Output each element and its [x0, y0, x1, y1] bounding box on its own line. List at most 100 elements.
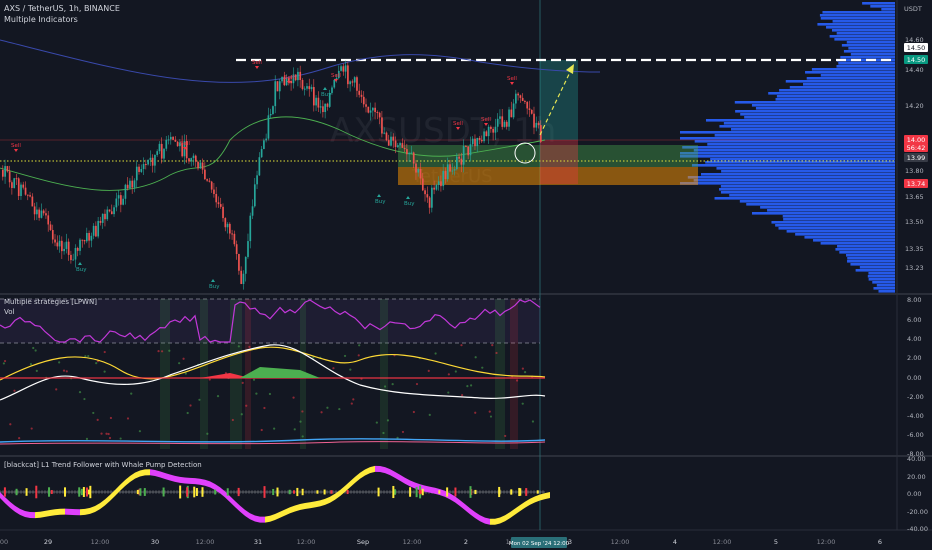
whale-bar [35, 485, 38, 499]
price-tick: 13.65 [905, 193, 924, 201]
trend-ribbon-segment [95, 503, 100, 512]
sell-marker [334, 79, 338, 82]
time-tick: 3 [568, 538, 572, 546]
whale-bar [89, 485, 92, 499]
pane3-tick: -20.00 [907, 508, 928, 516]
whale-bar [438, 490, 441, 494]
trend-ribbon-segment [485, 517, 490, 525]
trend-ribbon-segment [10, 501, 15, 512]
trend-ribbon-segment [395, 471, 400, 481]
trend-ribbon-segment [510, 508, 515, 519]
symbol-title[interactable]: AXS / TetherUS, 1h, BINANCE [4, 4, 120, 13]
trend-ribbon-segment [110, 489, 115, 501]
sell-label: Sell [180, 141, 190, 147]
trend-ribbon-segment [335, 490, 340, 500]
trend-ribbon-segment [540, 493, 545, 501]
trend-ribbon-segment [270, 513, 275, 522]
trend-ribbon-segment [455, 496, 460, 507]
trend-ribbon-segment [160, 471, 165, 479]
whale-bar [82, 487, 85, 497]
price-tick: 13.80 [905, 167, 924, 175]
candles [2, 60, 542, 290]
ma-mid-line [0, 116, 546, 191]
price-tag [904, 153, 928, 162]
pane2-title[interactable]: Multiple strategies [LPWN] [4, 298, 97, 306]
price-tag-label: 14.50 [907, 44, 926, 52]
time-tick: 12:00 [196, 538, 215, 546]
sell-label: Sell [11, 143, 21, 149]
trend-ribbon-segment [505, 512, 510, 522]
sell-marker [510, 82, 514, 85]
whale-bar [15, 488, 18, 496]
whale-bar [474, 489, 477, 495]
pane3-tick: 0.00 [907, 490, 921, 498]
price-tag [904, 179, 928, 188]
sell-label: Sell [284, 75, 294, 81]
trend-ribbon-segment [125, 475, 130, 487]
time-tick: 12:00 [297, 538, 316, 546]
whale-bar [64, 487, 67, 497]
whale-bar [323, 489, 326, 495]
trend-ribbon-segment [130, 472, 135, 482]
trend-ribbon-segment [30, 512, 35, 519]
trend-ribbon-segment [285, 507, 290, 516]
trend-ribbon-segment [80, 508, 85, 516]
buy-label: Buy [209, 284, 220, 290]
whale-bar [377, 487, 380, 497]
trend-ribbon-segment [75, 509, 80, 516]
pane2-tick: -6.00 [907, 431, 924, 439]
buy-label: Buy [375, 199, 386, 205]
trend-ribbon-segment [200, 478, 205, 486]
trend-ribbon-segment [25, 510, 30, 519]
whale-bar [536, 490, 539, 494]
pane3-tick: 20.00 [907, 473, 926, 481]
trend-ribbon-segment [280, 509, 285, 518]
trend-ribbon-segment [185, 477, 190, 484]
trend-ribbon-segment [40, 510, 45, 518]
time-tick: 2 [464, 538, 468, 546]
whale-bar [446, 487, 449, 497]
pane3-title[interactable]: [blackcat] L1 Trend Follower with Whale … [4, 461, 202, 469]
whale-bar [421, 488, 424, 496]
trend-ribbon-segment [300, 503, 305, 511]
price-tick: 14.20 [905, 102, 924, 110]
whale-bar [193, 486, 196, 498]
whale-bar [330, 490, 333, 494]
whale-bar [214, 489, 217, 495]
time-tick: 30 [151, 538, 159, 546]
whale-bar [498, 489, 501, 495]
time-tick: 12:00 [611, 538, 630, 546]
whale-bar [162, 487, 165, 497]
time-tick: 6 [878, 538, 882, 546]
time-tick: 5 [774, 538, 778, 546]
highlight-circle [514, 142, 536, 164]
trend-ribbon-segment [500, 515, 505, 524]
time-tick: 00 [0, 538, 8, 546]
trend-ribbon-segment [345, 481, 350, 492]
whale-bar [288, 489, 291, 495]
trend-ribbon-segment [295, 504, 300, 512]
trend-ribbon-segment [480, 515, 485, 524]
trend-ribbon-segment [230, 496, 235, 507]
pane3-tick: 40.00 [907, 455, 926, 463]
trend-ribbon-segment [45, 509, 50, 517]
whale-bar [272, 488, 275, 496]
indicator-title[interactable]: Multiple Indicators [4, 15, 78, 24]
whale-bar [237, 487, 240, 497]
trend-ribbon-segment [495, 517, 500, 525]
trend-ribbon-segment [105, 494, 110, 506]
trend-ribbon-segment [355, 472, 360, 483]
buy-label: Buy [404, 201, 415, 207]
trend-ribbon-segment [385, 467, 390, 476]
trend-ribbon-segment [470, 508, 475, 519]
trend-ribbon-segment [175, 475, 180, 483]
whale-bar [418, 489, 421, 495]
trend-ribbon-segment [225, 491, 230, 503]
trend-ribbon-segment [530, 496, 535, 505]
rsi-line [0, 299, 541, 343]
trend-ribbon-segment [135, 470, 140, 479]
trend-ribbon-segment [85, 507, 90, 515]
pane2-dots [2, 343, 535, 440]
buy-label: Buy [321, 92, 332, 98]
